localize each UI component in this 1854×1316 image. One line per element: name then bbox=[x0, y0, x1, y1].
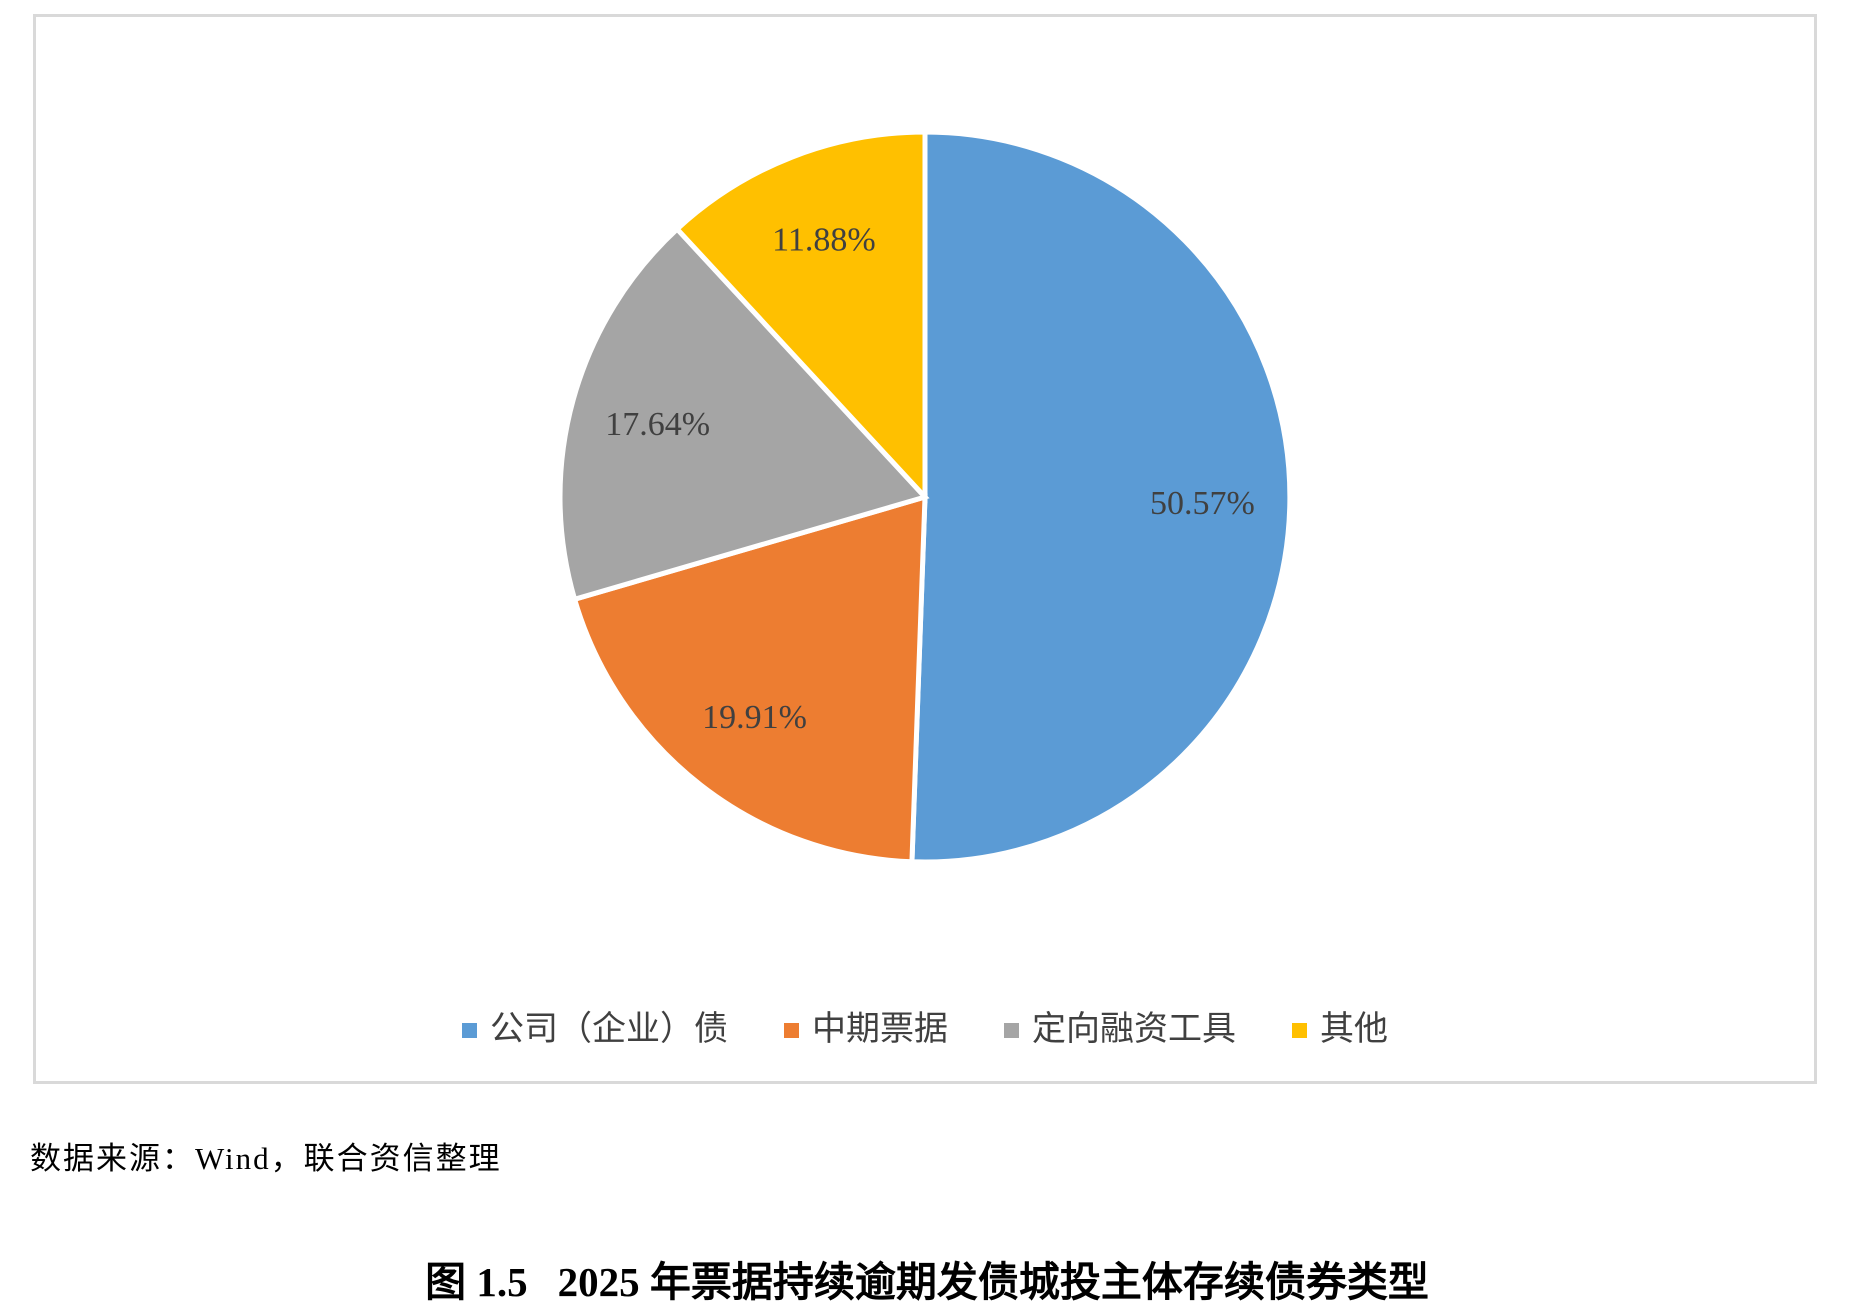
pie-slice-1 bbox=[909, 129, 1293, 865]
figure-caption: 2025 年票据持续逾期发债城投主体存续债券类型 bbox=[557, 1259, 1429, 1305]
legend-item-1: 公司（企业）债 bbox=[462, 1013, 728, 1047]
pie-slice-2 bbox=[571, 493, 928, 865]
legend-label-4: 其他 bbox=[1320, 1011, 1388, 1048]
slice-label-1: 50.57% bbox=[1150, 485, 1255, 522]
legend-item-2: 中期票据 bbox=[784, 1013, 948, 1047]
pie-chart: 50.57% 19.91% 17.64% 11.88% bbox=[557, 129, 1293, 865]
source-note: 数据来源：Wind，联合资信整理 bbox=[30, 1141, 502, 1176]
pie-slice-4 bbox=[673, 129, 928, 504]
slice-label-2: 19.91% bbox=[702, 699, 807, 736]
legend-swatch-icon bbox=[462, 1022, 477, 1038]
slice-label-3: 17.64% bbox=[605, 406, 710, 443]
legend-swatch-icon bbox=[1004, 1022, 1019, 1038]
legend-swatch-icon bbox=[784, 1022, 799, 1038]
chart-legend: 公司（企业）债 中期票据 定向融资工具 其他 bbox=[36, 1013, 1814, 1047]
legend-label-2: 中期票据 bbox=[812, 1011, 948, 1048]
chart-container: 50.57% 19.91% 17.64% 11.88% 公司（企业）债 中期票据 定向融资… bbox=[33, 14, 1817, 1084]
legend-label-3: 定向融资工具 bbox=[1032, 1011, 1236, 1048]
legend-item-4: 其他 bbox=[1292, 1013, 1388, 1047]
legend-label-1: 公司（企业）债 bbox=[490, 1011, 728, 1048]
pie-slice-3 bbox=[557, 225, 930, 603]
legend-swatch-icon bbox=[1292, 1022, 1307, 1038]
legend-item-3: 定向融资工具 bbox=[1004, 1013, 1236, 1047]
figure-number: 图 1.5 bbox=[425, 1259, 528, 1305]
figure-title: 图 1.5 2025 年票据持续逾期发债城投主体存续债券类型 bbox=[0, 1248, 1854, 1308]
slice-label-4: 11.88% bbox=[772, 222, 876, 259]
